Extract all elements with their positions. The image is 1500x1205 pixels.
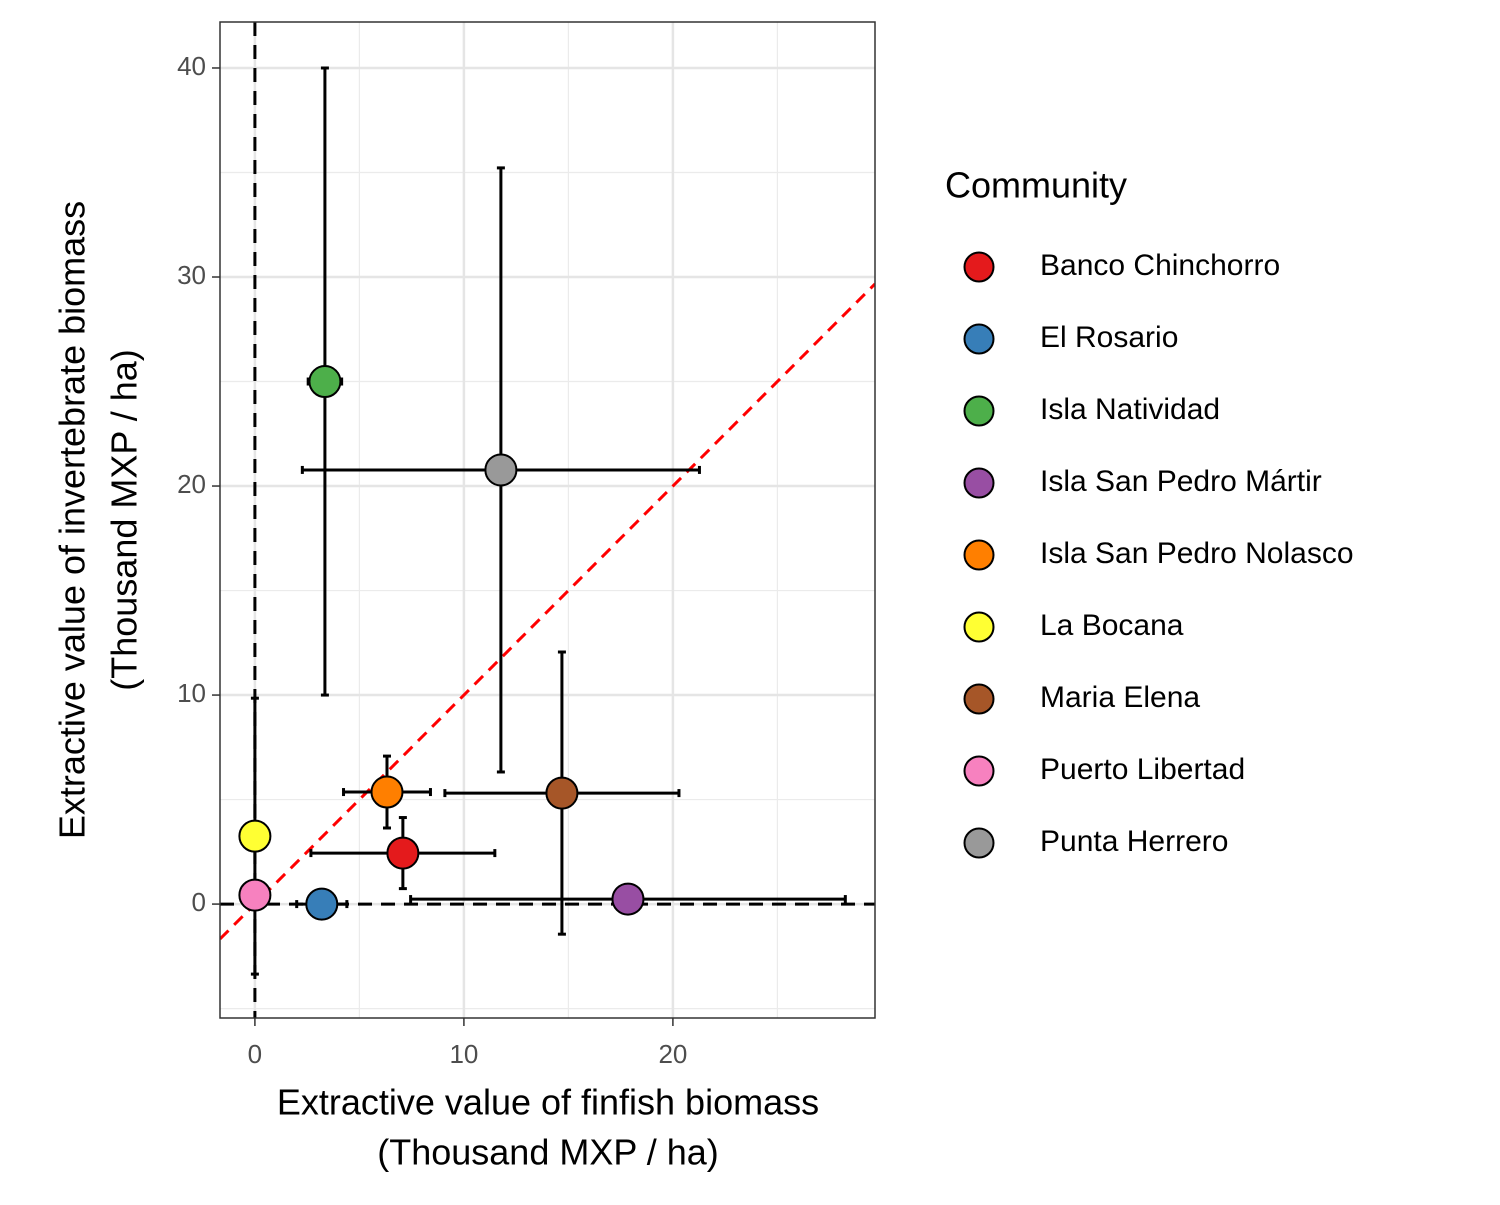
point (370, 775, 404, 809)
legend-swatch (963, 611, 995, 643)
point (484, 453, 518, 487)
legend-label: Isla San Pedro Nolasco (1040, 537, 1354, 570)
legend-label: Puerto Libertad (1040, 753, 1245, 786)
y-tick-label: 10 (177, 678, 206, 708)
legend-label: Banco Chinchorro (1040, 249, 1280, 282)
legend-swatch (963, 467, 995, 499)
x-axis-title: Extractive value of finfish biomass (277, 1082, 819, 1123)
point (545, 776, 579, 810)
legend-label: Punta Herrero (1040, 825, 1228, 858)
y-axis-title: Extractive value of invertebrate biomass (52, 201, 93, 839)
y-tick-label: 20 (177, 469, 206, 499)
point (308, 365, 342, 399)
legend-swatch (963, 755, 995, 787)
legend-swatch (963, 683, 995, 715)
legend-swatch (963, 251, 995, 283)
point (305, 887, 339, 921)
y-axis-title: (Thousand MXP / ha) (104, 349, 145, 691)
x-axis-title: (Thousand MXP / ha) (377, 1132, 719, 1173)
y-tick-label: 40 (177, 51, 206, 81)
legend-swatch (963, 395, 995, 427)
legend-swatch (963, 323, 995, 355)
identity-line (220, 282, 875, 941)
legend-label: La Bocana (1040, 609, 1184, 642)
x-tick-label: 10 (449, 1039, 478, 1069)
legend-swatch (963, 827, 995, 859)
legend-label: Isla San Pedro Mártir (1040, 465, 1322, 498)
panel-border (219, 21, 876, 1019)
point (386, 836, 420, 870)
legend-label: Maria Elena (1040, 681, 1200, 714)
y-tick-label: 30 (177, 260, 206, 290)
legend-label: El Rosario (1040, 321, 1178, 354)
legend-swatch (963, 539, 995, 571)
x-tick-label: 0 (248, 1039, 262, 1069)
panel-background (220, 22, 875, 1018)
x-tick-label: 20 (658, 1039, 687, 1069)
legend-label: Isla Natividad (1040, 393, 1220, 426)
legend-title: Community (945, 165, 1127, 206)
y-tick-label: 0 (192, 887, 206, 917)
marks (238, 66, 847, 976)
legend: Banco Chinchorro El Rosario Isla Natividad… (963, 249, 1354, 859)
point (238, 878, 272, 912)
point (611, 882, 645, 916)
point (238, 819, 272, 853)
